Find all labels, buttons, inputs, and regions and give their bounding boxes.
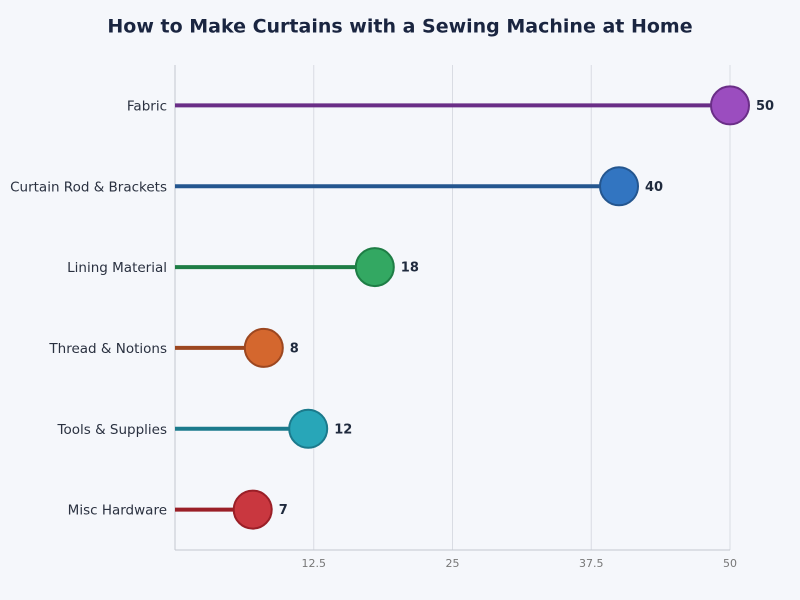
dot [710, 85, 750, 126]
y-tick-label: Thread & Notions [48, 341, 167, 357]
x-tick-label: 12.5 [302, 557, 327, 570]
value-label: 50 [756, 99, 774, 114]
y-tick-label: Tools & Supplies [57, 422, 167, 438]
y-tick-label: Fabric [127, 98, 167, 114]
chart-title: How to Make Curtains with a Sewing Machi… [107, 16, 692, 38]
value-label: 7 [279, 503, 288, 518]
value-label: 40 [645, 180, 663, 195]
value-label: 18 [401, 261, 419, 276]
x-tick-label: 37.5 [579, 557, 604, 570]
y-tick-label: Lining Material [67, 260, 167, 276]
dot [599, 166, 639, 207]
dot [354, 247, 395, 288]
y-tick-label: Curtain Rod & Brackets [10, 179, 167, 195]
value-label: 8 [290, 341, 299, 356]
value-label: 12 [334, 422, 352, 437]
dot [232, 489, 273, 530]
y-tick-label: Misc Hardware [68, 503, 167, 519]
x-tick-label: 50 [723, 557, 737, 570]
dot [243, 327, 284, 368]
dot [288, 408, 329, 449]
x-tick-label: 25 [446, 557, 460, 570]
